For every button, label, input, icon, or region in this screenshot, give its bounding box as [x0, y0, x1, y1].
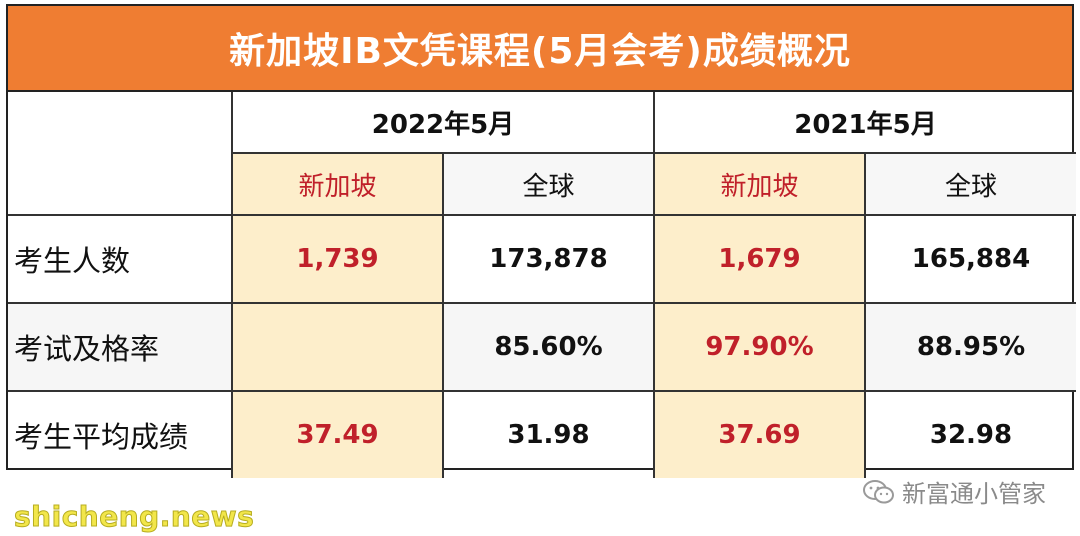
year-header-2022: 2022年5月 — [231, 92, 655, 154]
cell-value: 88.95% — [864, 302, 1076, 392]
site-watermark: shicheng.news — [13, 500, 255, 534]
wechat-icon — [863, 479, 894, 503]
cell-value: 37.69 — [653, 390, 866, 478]
region-header-global: 全球 — [442, 152, 655, 216]
region-header-singapore: 新加坡 — [232, 152, 444, 216]
table-title: 新加坡IB文凭课程(5月会考)成绩概况 — [229, 31, 851, 72]
cell-value: 1,739 — [231, 214, 444, 304]
cell-value: 173,878 — [442, 214, 655, 304]
cell-value: 37.49 — [231, 390, 444, 478]
cell-value: 165,884 — [864, 214, 1076, 304]
row-label-candidates: 考生人数 — [8, 214, 233, 304]
row-label-pass-rate: 考试及格率 — [8, 302, 233, 392]
title-bar: 新加坡IB文凭课程(5月会考)成绩概况 — [8, 6, 1072, 92]
wechat-watermark: 新富通小管家 — [862, 474, 1046, 509]
score-summary-table: 新加坡IB文凭课程(5月会考)成绩概况 2022年5月 2021年5月 新加坡 … — [6, 4, 1076, 478]
corner-cell — [8, 92, 233, 216]
cell-value: 97.90% — [653, 302, 866, 392]
results-grid: 2022年5月 2021年5月 新加坡 全球 新加坡 全球 考生人数 1,739… — [8, 92, 1076, 478]
cell-value: 31.98 — [442, 390, 655, 478]
cell-value: 32.98 — [864, 390, 1076, 478]
year-header-2021: 2021年5月 — [653, 92, 1076, 154]
watermark-text: 新富通小管家 — [902, 480, 1046, 508]
cell-value: 85.60% — [442, 302, 655, 392]
region-header-global: 全球 — [864, 152, 1076, 216]
cell-value: 1,679 — [653, 214, 866, 304]
cell-value — [231, 302, 444, 392]
region-header-singapore: 新加坡 — [653, 152, 866, 216]
row-label-average-score: 考生平均成绩 — [8, 390, 233, 478]
